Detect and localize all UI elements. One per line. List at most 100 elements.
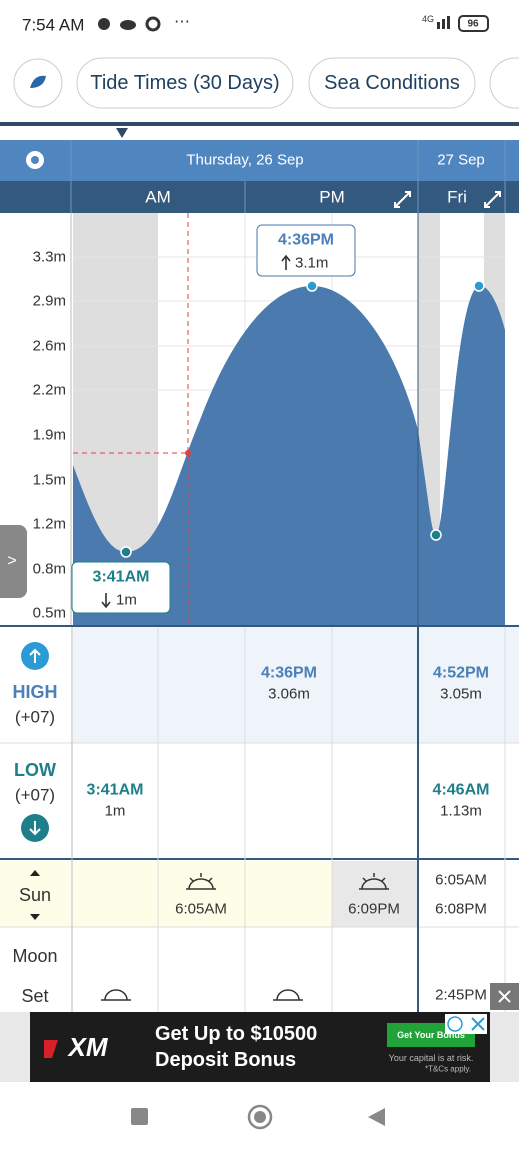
sunset-time: 6:09PM	[348, 901, 400, 918]
status-icon	[120, 20, 136, 30]
moonset-icon	[273, 989, 303, 1001]
callout	[256, 224, 356, 277]
y-axis-label: 2.6m	[33, 338, 66, 355]
day-label: Thursday, 26 Sep	[186, 152, 303, 169]
low-time: 4:46AM	[433, 782, 490, 799]
ad-brand: XM	[67, 1032, 109, 1062]
settings-icon-hole	[31, 156, 39, 164]
up-arrow	[281, 254, 291, 270]
high-point	[306, 280, 318, 292]
moonset-time: 2:45PM	[435, 987, 487, 1004]
low-point	[430, 529, 442, 541]
network-type: 4G	[422, 14, 434, 24]
sort-icon	[30, 870, 40, 920]
close-icon	[498, 990, 511, 1003]
status-icon	[145, 16, 161, 32]
cursor-point	[185, 450, 191, 456]
sunset-time: 6:08PM	[435, 901, 487, 918]
y-axis-label: 0.5m	[33, 605, 66, 622]
ad-button-label: Get Your Bonus	[397, 1030, 465, 1040]
moon-event: Set	[21, 986, 48, 1006]
y-axis-label: 1.5m	[33, 472, 66, 489]
period-header	[0, 181, 519, 213]
date-header	[0, 140, 519, 181]
period-label: Fri	[447, 188, 467, 207]
callout-height: 1m	[116, 592, 137, 609]
tab[interactable]	[489, 57, 519, 109]
high-point	[473, 280, 485, 292]
ad-disclaimer: *T&Cs apply.	[425, 1065, 471, 1074]
high-time: 4:36PM	[261, 665, 317, 682]
y-axis-label: 1.9m	[33, 427, 66, 444]
y-axis-label: 2.9m	[33, 293, 66, 310]
tab[interactable]	[308, 57, 476, 109]
high-label: HIGH	[13, 682, 58, 702]
ad-logo-mark	[44, 1040, 58, 1058]
ad-headline: Get Up to $10500	[155, 1023, 317, 1045]
collapse-icon[interactable]	[394, 191, 411, 208]
expand-icon[interactable]	[484, 191, 501, 208]
low-label: LOW	[14, 760, 56, 780]
callout	[71, 561, 171, 614]
high-height: 3.06m	[268, 686, 310, 703]
moon-label: Moon	[12, 946, 57, 966]
ad-subline: Deposit Bonus	[155, 1049, 296, 1071]
tab[interactable]	[76, 57, 294, 109]
down-arrow	[101, 593, 111, 609]
ad-info-icon	[447, 1016, 463, 1032]
signal-bar	[442, 19, 445, 29]
timezone: (+07)	[15, 786, 55, 805]
timezone: (+07)	[15, 708, 55, 727]
callout-time: 3:41AM	[93, 569, 150, 586]
recents-button[interactable]	[131, 1108, 148, 1125]
home-button-dot	[254, 1111, 266, 1123]
sun-label: Sun	[19, 885, 51, 905]
callout-time: 4:36PM	[278, 232, 334, 249]
sunset-icon	[359, 873, 389, 890]
high-time: 4:52PM	[433, 665, 489, 682]
day-label: 27 Sep	[437, 152, 485, 169]
moonset-icon	[101, 989, 131, 1001]
sunrise-time: 6:05AM	[175, 901, 227, 918]
low-time: 3:41AM	[87, 782, 144, 799]
low-height: 1.13m	[440, 803, 482, 820]
low-point	[120, 546, 132, 558]
status-more: ⋯	[174, 14, 190, 31]
battery	[458, 15, 489, 32]
ad-choices[interactable]	[445, 1014, 487, 1034]
signal-bar	[447, 16, 450, 29]
tab-label: Sea Conditions	[324, 72, 460, 94]
low-height: 1m	[105, 803, 126, 820]
home-button[interactable]	[247, 1104, 273, 1130]
tab-label: Tide Times (30 Days)	[90, 72, 279, 94]
ad-close-icon	[471, 1017, 485, 1031]
y-axis-label: 0.8m	[33, 561, 66, 578]
status-icon	[98, 18, 110, 30]
menu-icon	[30, 75, 46, 88]
signal-bar	[437, 22, 440, 29]
back-button[interactable]	[368, 1108, 385, 1126]
pointer	[116, 128, 128, 138]
y-axis-label: 1.2m	[33, 516, 66, 533]
low-icon-arrow	[29, 821, 41, 836]
sun-cell	[332, 861, 418, 927]
sunrise-icon	[186, 873, 216, 890]
side-drawer-handle[interactable]	[0, 525, 27, 598]
period-label: PM	[319, 188, 345, 207]
high-icon-arrow	[29, 648, 41, 663]
high-height: 3.05m	[440, 686, 482, 703]
ad-disclaimer: Your capital is at risk.	[389, 1053, 474, 1063]
callout-height: 3.1m	[295, 255, 328, 272]
drawer-arrow: >	[7, 553, 16, 570]
high-row	[73, 627, 519, 743]
y-axis-label: 2.2m	[33, 382, 66, 399]
y-axis-label: 3.3m	[33, 249, 66, 266]
tide-curve	[73, 285, 505, 625]
header-corner	[0, 181, 71, 213]
status-time: 7:54 AM	[22, 16, 84, 35]
sunrise-time: 6:05AM	[435, 872, 487, 889]
battery-level: 96	[467, 19, 479, 30]
period-label: AM	[145, 188, 171, 207]
